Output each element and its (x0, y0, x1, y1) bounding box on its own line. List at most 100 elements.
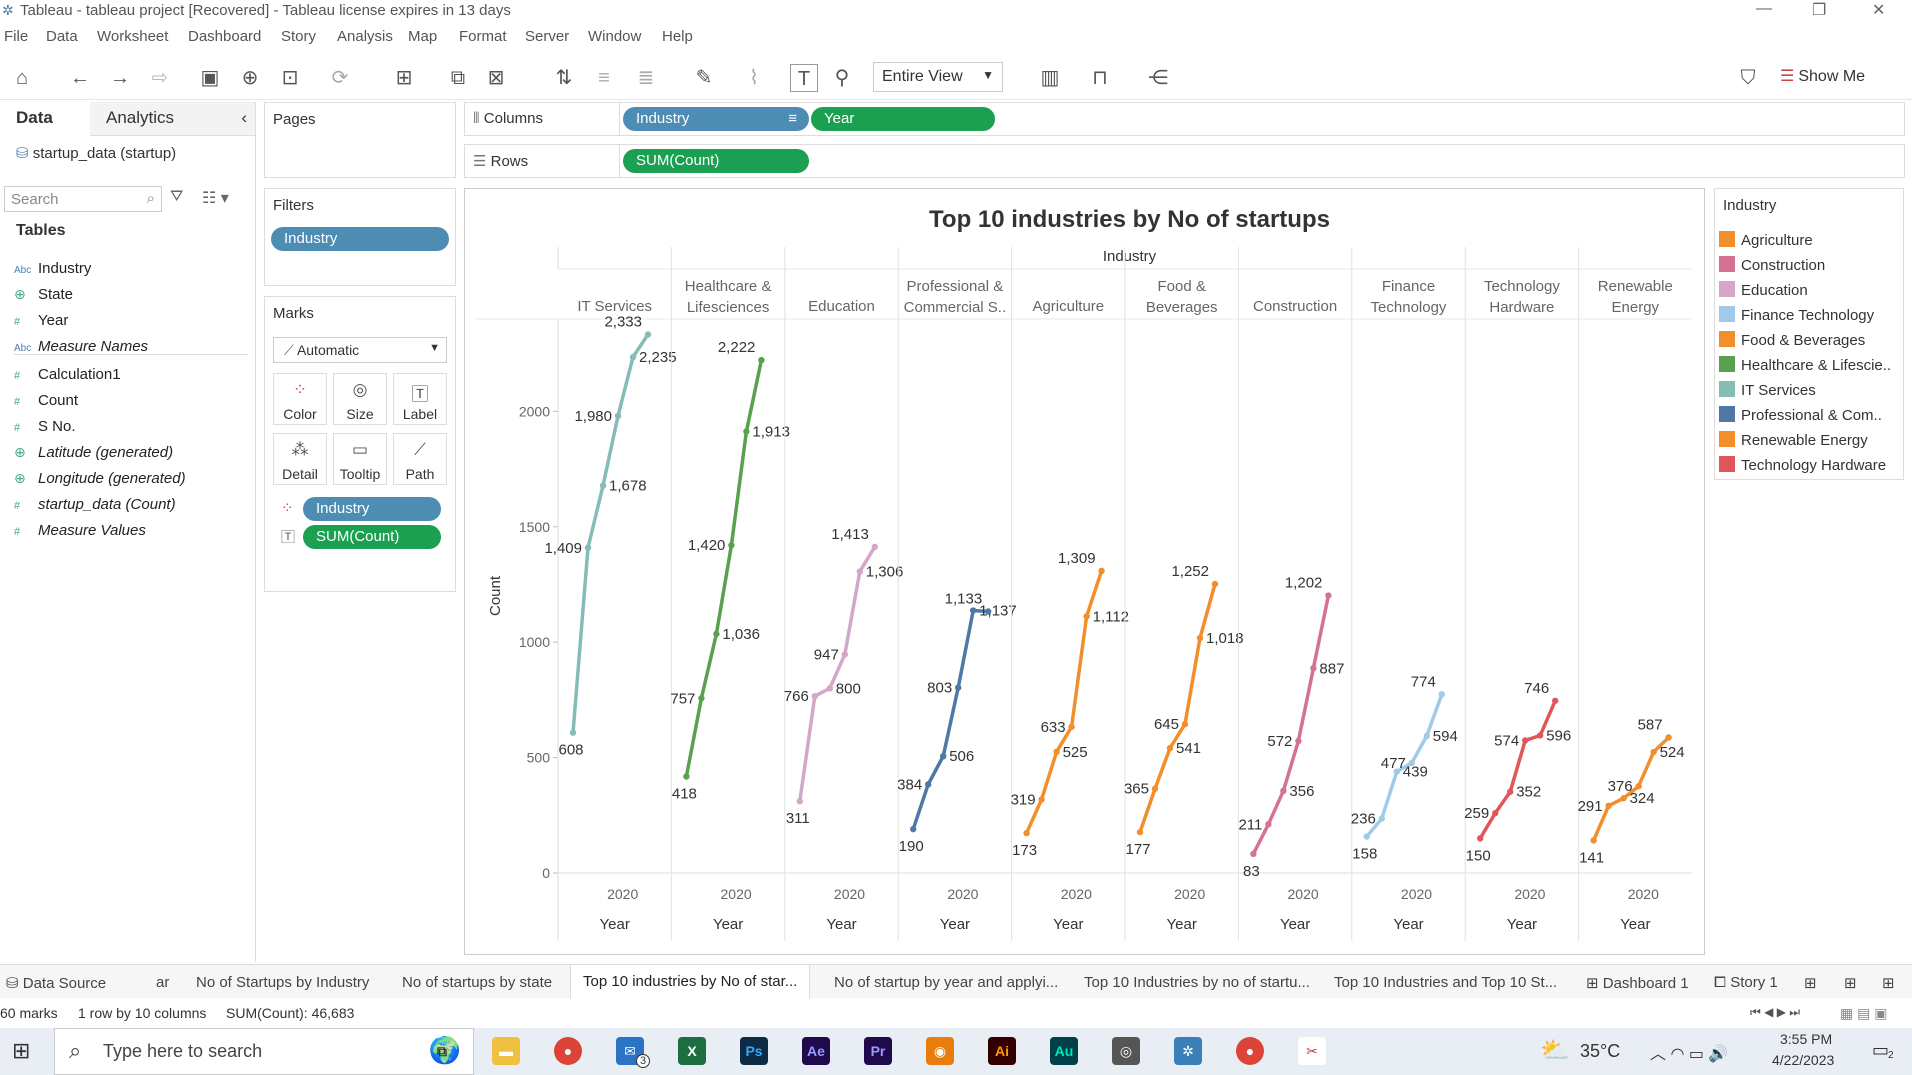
restore-icon[interactable]: ❐ (1812, 2, 1827, 19)
new-dashboard-tab-icon[interactable]: ⊞ (1844, 975, 1857, 992)
tab-sheet-startup-by-year[interactable]: No of startup by year and applyi... (834, 974, 1059, 991)
new-worksheet-icon[interactable]: ⊞ (395, 67, 413, 89)
tab-data[interactable]: Data (0, 102, 90, 136)
back-icon[interactable]: ← (70, 67, 90, 89)
forward-icon[interactable]: → (110, 67, 130, 89)
clear-sheet-icon[interactable]: ⊠ (487, 67, 505, 89)
legend-item[interactable]: Construction (1719, 256, 1825, 274)
field-item[interactable]: Abc Measure Names (14, 338, 148, 355)
duplicate-icon[interactable]: ⧉ (450, 67, 466, 89)
show-me-button[interactable]: ☰ Show Me (1780, 68, 1866, 85)
tab-dashboard-1[interactable]: ⊞ Dashboard 1 (1586, 975, 1689, 992)
illustrator-icon[interactable]: Ai (988, 1037, 1016, 1065)
app-icon[interactable]: ◎ (1112, 1037, 1140, 1065)
menu-worksheet[interactable]: Worksheet (97, 28, 169, 45)
task-view-icon[interactable]: ⧉ (437, 1043, 447, 1059)
path-button[interactable]: ⟋ Path (393, 433, 447, 485)
view-toggle-icons[interactable]: ▦ ▤ ▣ (1840, 1005, 1888, 1021)
columns-shelf[interactable]: ⦀ Columns Industry ≡ Year (464, 102, 1905, 136)
audition-icon[interactable]: Au (1050, 1037, 1078, 1065)
tableau-app-icon[interactable]: ✲ (1174, 1037, 1202, 1065)
menu-server[interactable]: Server (525, 28, 570, 45)
collapse-icon[interactable]: ‹ (241, 108, 247, 127)
marks-pill-sum-count[interactable]: SUM(Count) (303, 525, 441, 549)
taskbar-search-input[interactable]: ⌕ Type here to search 🌍 (54, 1028, 474, 1075)
swap-icon[interactable]: ⇅ (555, 67, 573, 89)
highlight-icon[interactable]: ✎ (695, 67, 713, 89)
save-icon[interactable]: ▣ (200, 67, 220, 89)
legend-item[interactable]: Technology Hardware (1719, 456, 1886, 474)
detail-button[interactable]: ⁂ Detail (273, 433, 327, 485)
field-item[interactable]: # Year (14, 312, 68, 329)
premiere-icon[interactable]: Pr (864, 1037, 892, 1065)
menu-data[interactable]: Data (46, 28, 78, 45)
label-button[interactable]: 🅃 Label (393, 373, 447, 425)
sort-asc-icon[interactable]: ≡ (598, 67, 610, 89)
windows-start-icon[interactable]: ⊞ (12, 1038, 31, 1063)
pin-icon[interactable]: ⚲ (834, 67, 850, 89)
field-item[interactable]: ⊕ Latitude (generated) (14, 444, 173, 461)
columns-pill-industry[interactable]: Industry ≡ (623, 107, 809, 131)
field-search-input[interactable]: Search ⌕ (4, 186, 162, 212)
rows-shelf[interactable]: ☰ Rows SUM(Count) (464, 144, 1905, 178)
redo-icon[interactable]: ⇨ (151, 67, 169, 89)
sheet-nav-icons[interactable]: ⏮ ◀ ▶ ⏭ (1750, 1005, 1801, 1019)
color-button[interactable]: ⁘ Color (273, 373, 327, 425)
filters-shelf[interactable]: Filters Industry (264, 188, 456, 286)
menu-file[interactable]: File (4, 28, 29, 45)
format-painter-icon[interactable]: ⛉ (1740, 67, 1756, 89)
group-icon[interactable]: ⌇ (749, 67, 759, 89)
chrome-profile-icon[interactable]: ● (1236, 1037, 1264, 1065)
marks-pill-industry[interactable]: Industry (303, 497, 441, 521)
menu-analysis[interactable]: Analysis (337, 28, 393, 45)
rows-pill-sum-count[interactable]: SUM(Count) (623, 149, 809, 173)
app-active-icon[interactable]: ✂ (1298, 1037, 1326, 1065)
new-worksheet-tab-icon[interactable]: ⊞ (1804, 975, 1817, 992)
field-item[interactable]: # S No. (14, 418, 76, 435)
field-item[interactable]: Abc Industry (14, 260, 91, 277)
legend-item[interactable]: Finance Technology (1719, 306, 1874, 324)
columns-pill-year[interactable]: Year (811, 107, 995, 131)
mark-type-dropdown[interactable]: ⟋ Automatic ▼ (273, 337, 447, 363)
menu-map[interactable]: Map (408, 28, 438, 45)
menu-help[interactable]: Help (662, 28, 693, 45)
home-icon[interactable]: ⌂ (15, 67, 29, 89)
menu-window[interactable]: Window (588, 28, 642, 45)
legend-item[interactable]: Healthcare & Lifescie.. (1719, 356, 1891, 374)
presentation-icon[interactable]: ⊓ (1092, 67, 1108, 89)
view-options-icon[interactable]: ☷ ▾ (202, 190, 229, 207)
menu-story[interactable]: Story (281, 28, 317, 45)
blender-icon[interactable]: ◉ (926, 1037, 954, 1065)
tooltip-button[interactable]: ▭ Tooltip (333, 433, 387, 485)
field-item[interactable]: # Count (14, 392, 78, 409)
tab-sheet-ar[interactable]: ar (156, 974, 170, 991)
filter-pill-industry[interactable]: Industry (271, 227, 449, 251)
field-item[interactable]: # Calculation1 (14, 366, 121, 383)
tab-sheet-startups-by-state[interactable]: No of startups by state (402, 974, 553, 991)
file-explorer-icon[interactable]: ▬ (492, 1037, 520, 1065)
menu-format[interactable]: Format (459, 28, 507, 45)
datasource-item[interactable]: ⛁ startup_data (startup) (16, 145, 177, 162)
tab-story-1[interactable]: ⧠ Story 1 (1714, 974, 1778, 991)
pages-shelf[interactable]: Pages (264, 102, 456, 178)
menu-dashboard[interactable]: Dashboard (188, 28, 262, 45)
legend-item[interactable]: Professional & Com.. (1719, 406, 1882, 424)
tray-icons[interactable]: ︿ ◠ ▭ 🔊 (1650, 1046, 1729, 1063)
tab-sheet-top10-by-startups[interactable]: Top 10 Industries by no of startu... (1084, 974, 1310, 991)
close-icon[interactable]: ✕ (1872, 2, 1886, 19)
tab-sheet-top10-industries[interactable]: Top 10 industries by No of star... (570, 965, 811, 999)
new-story-tab-icon[interactable]: ⊞ (1882, 975, 1895, 992)
weather-icon[interactable]: ⛅ (1540, 1037, 1570, 1064)
field-item[interactable]: ⊕ State (14, 286, 73, 303)
excel-icon[interactable]: X (678, 1037, 706, 1065)
tab-sheet-startups-by-industry[interactable]: No of Startups by Industry (196, 974, 370, 991)
legend-item[interactable]: IT Services (1719, 381, 1816, 399)
legend-item[interactable]: Renewable Energy (1719, 431, 1868, 449)
filter-icon[interactable]: ⛛ (170, 188, 184, 205)
tab-sheet-top10-and-states[interactable]: Top 10 Industries and Top 10 St... (1334, 974, 1558, 991)
chrome-icon[interactable]: ● (554, 1037, 582, 1065)
field-item[interactable]: # Measure Values (14, 522, 146, 539)
field-item[interactable]: ⊕ Longitude (generated) (14, 470, 186, 487)
after-effects-icon[interactable]: Ae (802, 1037, 830, 1065)
legend-item[interactable]: Agriculture (1719, 231, 1813, 249)
